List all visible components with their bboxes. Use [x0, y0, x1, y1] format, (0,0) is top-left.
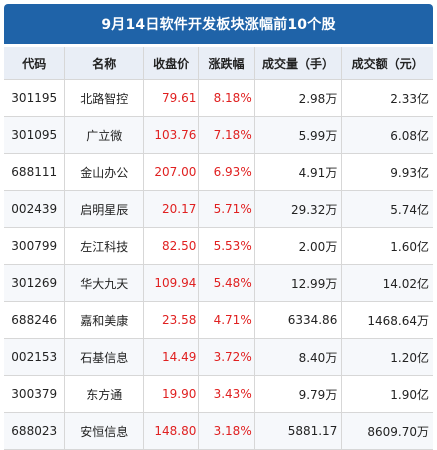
- table-row: 002153 石基信息 14.49 3.72% 8.40万 1.20亿: [4, 338, 433, 376]
- cell-code: 301269: [4, 264, 66, 302]
- cell-volume: 2.98万: [254, 79, 343, 117]
- header-name: 名称: [64, 47, 144, 80]
- cell-volume: 12.99万: [254, 264, 343, 302]
- cell-change: 3.18%: [198, 412, 255, 450]
- cell-volume: 4.91万: [254, 153, 343, 191]
- table-row: 300799 左江科技 82.50 5.53% 2.00万 1.60亿: [4, 227, 433, 265]
- cell-change: 8.18%: [198, 79, 255, 117]
- cell-price: 19.90: [143, 375, 200, 413]
- cell-volume: 9.79万: [254, 375, 343, 413]
- cell-price: 207.00: [143, 153, 200, 191]
- cell-change: 5.48%: [198, 264, 255, 302]
- header-close-price: 收盘价: [143, 47, 200, 80]
- cell-code: 688246: [4, 301, 66, 339]
- cell-price: 82.50: [143, 227, 200, 265]
- cell-change: 7.18%: [198, 116, 255, 154]
- cell-change: 5.53%: [198, 227, 255, 265]
- table-row: 301269 华大九天 109.94 5.48% 12.99万 14.02亿: [4, 264, 433, 302]
- cell-amount: 1.90亿: [341, 375, 433, 413]
- header-change-pct: 涨跌幅: [198, 47, 255, 80]
- cell-amount: 5.74亿: [341, 190, 433, 228]
- cell-amount: 1468.64万: [341, 301, 433, 339]
- cell-volume: 8.40万: [254, 338, 343, 376]
- cell-name: 北路智控: [64, 79, 144, 117]
- cell-change: 4.71%: [198, 301, 255, 339]
- cell-volume: 29.32万: [254, 190, 343, 228]
- cell-amount: 1.20亿: [341, 338, 433, 376]
- table-row: 002439 启明星辰 20.17 5.71% 29.32万 5.74亿: [4, 190, 433, 228]
- cell-name: 金山办公: [64, 153, 144, 191]
- cell-name: 嘉和美康: [64, 301, 144, 339]
- cell-name: 左江科技: [64, 227, 144, 265]
- cell-code: 301095: [4, 116, 66, 154]
- cell-change: 6.93%: [198, 153, 255, 191]
- cell-name: 华大九天: [64, 264, 144, 302]
- table-row: 301195 北路智控 79.61 8.18% 2.98万 2.33亿: [4, 79, 433, 117]
- cell-volume: 2.00万: [254, 227, 343, 265]
- table-row: 300379 东方通 19.90 3.43% 9.79万 1.90亿: [4, 375, 433, 413]
- cell-price: 103.76: [143, 116, 200, 154]
- cell-code: 688111: [4, 153, 66, 191]
- cell-code: 300799: [4, 227, 66, 265]
- cell-name: 东方通: [64, 375, 144, 413]
- table-row: 301095 广立微 103.76 7.18% 5.99万 6.08亿: [4, 116, 433, 154]
- cell-volume: 5.99万: [254, 116, 343, 154]
- header-volume: 成交量（手）: [254, 47, 343, 80]
- cell-amount: 6.08亿: [341, 116, 433, 154]
- cell-change: 3.72%: [198, 338, 255, 376]
- table-row: 688111 金山办公 207.00 6.93% 4.91万 9.93亿: [4, 153, 433, 191]
- cell-volume: 5881.17: [254, 412, 343, 450]
- table-header: 代码 名称 收盘价 涨跌幅 成交量（手） 成交额（元）: [4, 47, 433, 80]
- cell-name: 启明星辰: [64, 190, 144, 228]
- cell-code: 688023: [4, 412, 66, 450]
- cell-price: 23.58: [143, 301, 200, 339]
- cell-name: 安恒信息: [64, 412, 144, 450]
- cell-code: 002153: [4, 338, 66, 376]
- table-row: 688246 嘉和美康 23.58 4.71% 6334.86 1468.64万: [4, 301, 433, 339]
- cell-change: 3.43%: [198, 375, 255, 413]
- cell-change: 5.71%: [198, 190, 255, 228]
- cell-code: 300379: [4, 375, 66, 413]
- cell-amount: 2.33亿: [341, 79, 433, 117]
- table-header-row: 代码 名称 收盘价 涨跌幅 成交量（手） 成交额（元）: [4, 47, 433, 80]
- header-code: 代码: [4, 47, 66, 80]
- cell-code: 002439: [4, 190, 66, 228]
- table-row: 688023 安恒信息 148.80 3.18% 5881.17 8609.70…: [4, 412, 433, 450]
- page-title: 9月14日软件开发板块涨幅前10个股: [101, 17, 336, 33]
- cell-price: 20.17: [143, 190, 200, 228]
- cell-name: 广立微: [64, 116, 144, 154]
- cell-amount: 14.02亿: [341, 264, 433, 302]
- stock-table-card: 9月14日软件开发板块涨幅前10个股 代码 名称 收盘价 涨跌幅 成交量（手） …: [4, 4, 433, 450]
- cell-code: 301195: [4, 79, 66, 117]
- cell-price: 79.61: [143, 79, 200, 117]
- title-bar: 9月14日软件开发板块涨幅前10个股: [4, 4, 433, 44]
- cell-price: 14.49: [143, 338, 200, 376]
- header-amount: 成交额（元）: [341, 47, 433, 80]
- cell-price: 109.94: [143, 264, 200, 302]
- cell-amount: 8609.70万: [341, 412, 433, 450]
- stock-table: 代码 名称 收盘价 涨跌幅 成交量（手） 成交额（元） 301195 北路智控 …: [4, 47, 433, 450]
- cell-amount: 1.60亿: [341, 227, 433, 265]
- cell-amount: 9.93亿: [341, 153, 433, 191]
- cell-name: 石基信息: [64, 338, 144, 376]
- table-body: 301195 北路智控 79.61 8.18% 2.98万 2.33亿 3010…: [4, 79, 433, 450]
- cell-volume: 6334.86: [254, 301, 343, 339]
- cell-price: 148.80: [143, 412, 200, 450]
